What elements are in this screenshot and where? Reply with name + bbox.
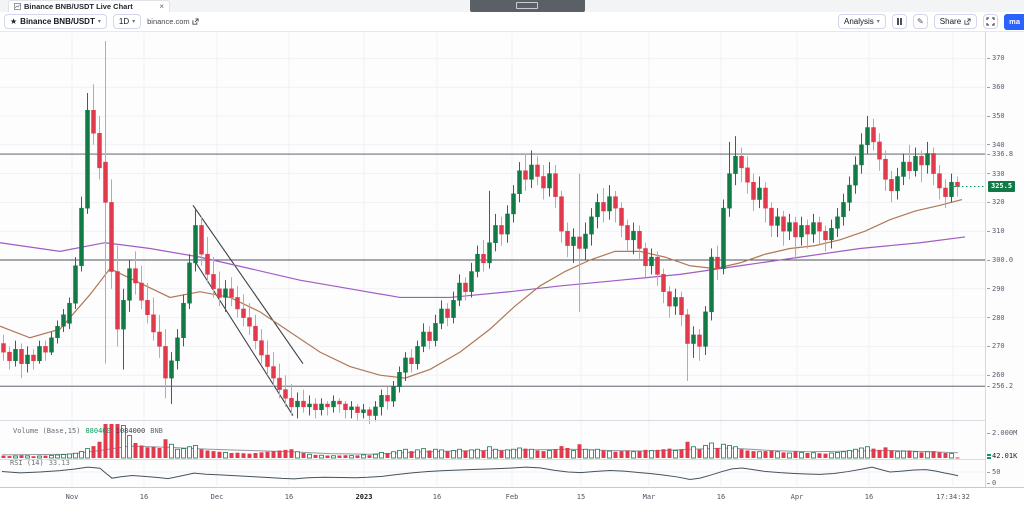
share-label: Share bbox=[939, 17, 962, 26]
last-volume-label: 42.01K bbox=[986, 452, 1018, 461]
price-chart-canvas[interactable] bbox=[0, 32, 985, 487]
price-tick-label: 256.2 bbox=[986, 382, 1014, 391]
price-tick-label: 330 bbox=[987, 169, 1005, 178]
price-tick-label: 350 bbox=[987, 112, 1005, 120]
price-tick-label: 290 bbox=[987, 284, 1005, 293]
ma-button[interactable]: ma bbox=[1004, 13, 1024, 30]
indicator-settings-button[interactable] bbox=[891, 14, 907, 29]
exchange-link[interactable]: binance.com bbox=[147, 17, 199, 26]
interval-label: 1D bbox=[118, 17, 130, 26]
window-control-icon bbox=[516, 2, 538, 9]
time-tick-label: 16 bbox=[864, 493, 874, 501]
time-tick-label: 16 bbox=[284, 493, 294, 501]
time-tick-year-label: 2023 bbox=[355, 493, 373, 501]
tab-close-icon[interactable]: × bbox=[159, 1, 164, 11]
price-tick-label: 260 bbox=[987, 371, 1005, 380]
rsi-tick-label: 0 bbox=[986, 479, 997, 487]
volume-legend-value: 880400 bbox=[85, 427, 111, 435]
price-tick-label: 370 bbox=[987, 54, 1005, 63]
exchange-link-label: binance.com bbox=[147, 17, 190, 26]
time-tick-label: Mar bbox=[642, 493, 656, 501]
last-price-badge: 325.5 bbox=[988, 181, 1016, 193]
price-tick-label: 336.8 bbox=[986, 150, 1014, 159]
price-tick-label: 360 bbox=[987, 83, 1005, 92]
volume-legend: Volume (Base,15) 880400 1084000 BNB bbox=[13, 427, 163, 435]
price-tick-label: 320 bbox=[987, 198, 1005, 207]
favorite-star-icon[interactable]: ★ bbox=[10, 16, 18, 26]
price-tick-label: 310 bbox=[987, 227, 1005, 236]
time-axis[interactable]: Nov 16 Dec 16 2023 16 Feb 15 Mar 16 Apr 16 17:34:32 bbox=[0, 487, 1024, 505]
price-tick-label: 340 bbox=[987, 140, 1005, 149]
fullscreen-icon bbox=[986, 17, 995, 26]
price-tick-label: 270 bbox=[987, 342, 1005, 351]
chart-toolbar: ★ Binance BNB/USDT ▾ 1D ▾ binance.com An… bbox=[0, 12, 1024, 32]
rsi-legend-value: 33.13 bbox=[48, 459, 70, 467]
fullscreen-button[interactable] bbox=[983, 14, 999, 29]
interval-selector[interactable]: 1D ▾ bbox=[112, 14, 142, 29]
symbol-label: Binance BNB/USDT bbox=[20, 17, 95, 26]
external-link-icon bbox=[192, 18, 199, 25]
window-drag-strip bbox=[470, 0, 585, 12]
time-tick-label: 16 bbox=[716, 493, 726, 501]
time-tick-label: Nov bbox=[65, 493, 79, 501]
time-tick-label: 15 bbox=[576, 493, 586, 501]
time-tick-label: 16 bbox=[139, 493, 149, 501]
browser-tab[interactable]: Binance BNB/USDT Live Chart × bbox=[8, 0, 170, 12]
time-tick-label: Apr bbox=[790, 493, 804, 501]
volume-tick-label: 2.000M bbox=[986, 429, 1018, 437]
time-tick-label: Dec bbox=[210, 493, 224, 501]
rsi-legend-title: RSI (14) bbox=[10, 459, 44, 467]
price-axis[interactable]: 370 360 350 340 336.8 330 320 310 300.0 290 280 270… bbox=[985, 32, 1024, 487]
analysis-label: Analysis bbox=[843, 17, 874, 26]
tab-title: Binance BNB/USDT Live Chart bbox=[24, 2, 133, 11]
time-tick-label: Feb bbox=[505, 493, 519, 501]
price-tick-label: 300.0 bbox=[986, 256, 1014, 264]
tab-favicon-chart-icon bbox=[14, 3, 21, 10]
rsi-tick-label: 50 bbox=[986, 468, 1001, 476]
volume-legend-unit: BNB bbox=[150, 427, 163, 435]
volume-legend-ma-value: 1084000 bbox=[115, 427, 146, 435]
share-external-icon bbox=[964, 18, 971, 25]
vertical-bars-icon bbox=[897, 18, 902, 25]
time-tick-label: 17:34:32 bbox=[936, 493, 970, 501]
chevron-down-icon: ▾ bbox=[876, 19, 880, 25]
chevron-down-icon: ▾ bbox=[132, 19, 136, 25]
time-tick-label: 16 bbox=[432, 493, 442, 501]
volume-legend-title: Volume (Base,15) bbox=[13, 427, 81, 435]
symbol-selector[interactable]: ★ Binance BNB/USDT ▾ bbox=[4, 14, 107, 29]
share-button[interactable]: Share bbox=[933, 14, 978, 29]
chevron-down-icon: ▾ bbox=[97, 19, 101, 25]
draw-button[interactable]: ✎ bbox=[912, 14, 928, 29]
pencil-icon: ✎ bbox=[916, 17, 924, 26]
analysis-dropdown[interactable]: Analysis ▾ bbox=[837, 14, 886, 29]
price-tick-label: 280 bbox=[987, 313, 1005, 322]
rsi-legend: RSI (14) 33.13 bbox=[10, 459, 70, 467]
